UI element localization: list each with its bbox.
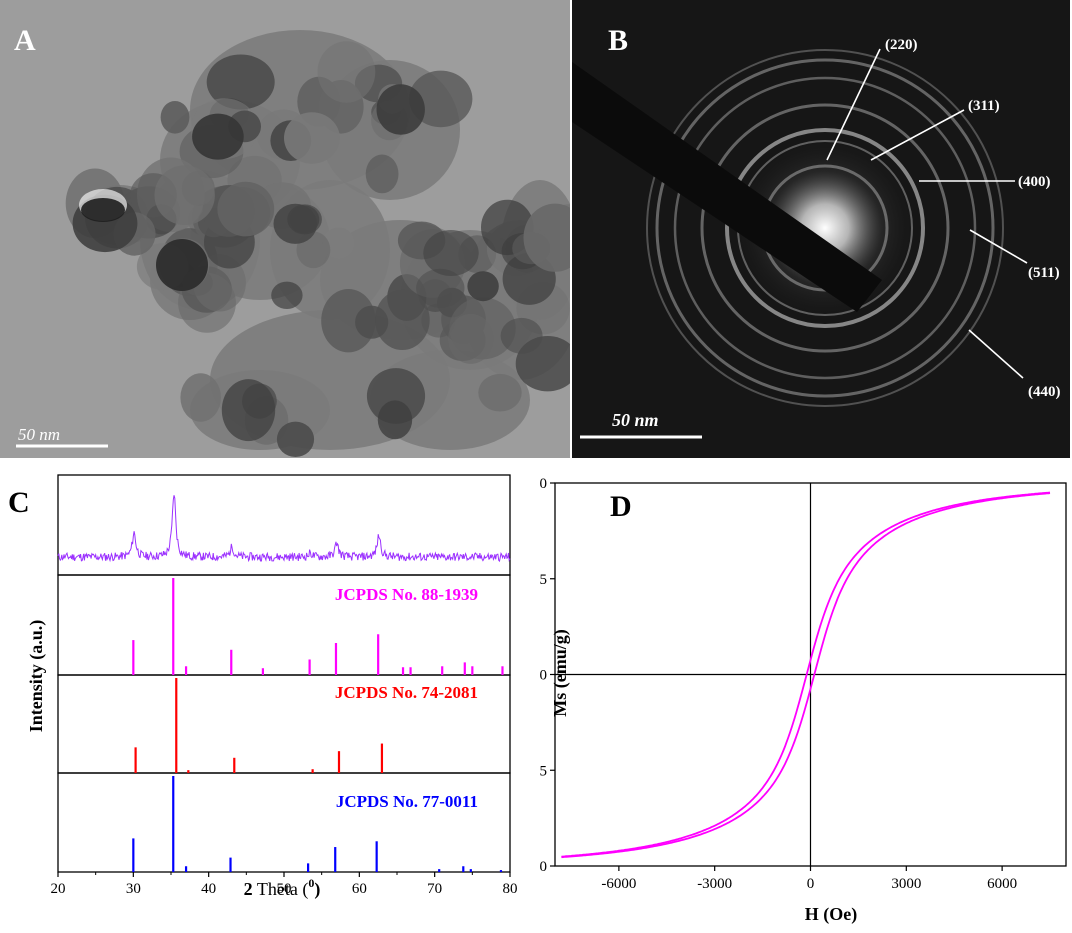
hysteresis-ascending-branch (561, 492, 1051, 859)
vsm-xtick-label: -3000 (697, 876, 732, 892)
panel-a-label: A (14, 24, 36, 57)
vsm-xtick-label: 6000 (987, 876, 1017, 892)
xrd-xtick-label: 70 (427, 881, 442, 897)
panel-d: D Ms (emu/g) H (Oe) -6000-3000030006000-… (527, 460, 1072, 928)
saed-ring-labels (826, 48, 1028, 379)
saed-scale-label: 50 nm (612, 410, 659, 430)
ring-label-220: (220) (885, 37, 918, 53)
vsm-ytick-label: 15 (540, 572, 547, 588)
xrd-plot-area: 20 30 40 50 60 70 80 (51, 474, 518, 897)
vsm-ytick-label: 30 (540, 476, 547, 492)
panel-b-label: B (608, 24, 628, 57)
tem-particles (65, 30, 604, 457)
ref-label-88-1939: JCPDS No. 88-1939 (335, 585, 478, 604)
beam-stopper (572, 62, 882, 312)
vsm-xlabel: H (Oe) (805, 904, 857, 925)
ring-label-311: (311) (968, 98, 1000, 114)
panel-a: 50 nm A (0, 0, 604, 458)
xrd-ylabel: Intensity (a.u.) (26, 620, 47, 733)
saed-image: (220) (311) (400) (511) (440) 50 nm B (572, 0, 1070, 458)
vsm-ytick-label: -15 (540, 763, 547, 779)
panel-d-label: D (610, 490, 632, 523)
panel-c: C Intensity (a.u.) 2 Theta (0) 20 30 40 50 6… (0, 460, 540, 928)
hysteresis-descending-branch (561, 491, 1051, 858)
xrd-xtick-label: 40 (201, 881, 216, 897)
xrd-chart: C Intensity (a.u.) 2 Theta (0) 20 30 40 50 6… (8, 474, 518, 900)
ref-label-74-2081: JCPDS No. 74-2081 (335, 683, 478, 702)
xrd-xtick-label: 20 (51, 881, 66, 897)
xrd-xtick-label: 60 (352, 881, 367, 897)
ring-label-440: (440) (1028, 384, 1061, 400)
ring-label-511: (511) (1028, 265, 1060, 281)
vsm-chart: D Ms (emu/g) H (Oe) -6000-3000030006000-… (527, 476, 1067, 925)
xrd-measured-line (57, 495, 511, 563)
tem-image: 50 nm A (0, 0, 604, 458)
panel-b: (220) (311) (400) (511) (440) 50 nm B (572, 0, 1070, 458)
vsm-xtick-label: 3000 (891, 876, 921, 892)
vsm-ytick-label: 0 (540, 668, 547, 684)
xrd-xtick-label: 80 (503, 881, 518, 897)
saed-scale-bar: 50 nm (580, 410, 702, 439)
panel-c-label: C (8, 486, 30, 519)
xrd-xlabel: 2 Theta (0) (244, 876, 321, 900)
xrd-xtick-label: 30 (126, 881, 141, 897)
tem-scale-label: 50 nm (18, 425, 60, 444)
vsm-ylabel: Ms (emu/g) (550, 629, 571, 716)
vsm-xtick-label: -6000 (601, 876, 636, 892)
ring-label-400: (400) (1018, 174, 1051, 190)
vsm-xtick-label: 0 (807, 876, 815, 892)
xrd-xtick-label: 50 (277, 881, 292, 897)
xrd-subplot-frame (57, 772, 511, 873)
vsm-ytick-label: -30 (540, 859, 547, 875)
tem-scale-bar: 50 nm (16, 425, 108, 448)
vsm-plot-area: -6000 -3000 0 3000 6000 -30 -15 0 15 30 (527, 476, 1067, 892)
ref-label-77-0011: JCPDS No. 77-0011 (336, 792, 478, 811)
